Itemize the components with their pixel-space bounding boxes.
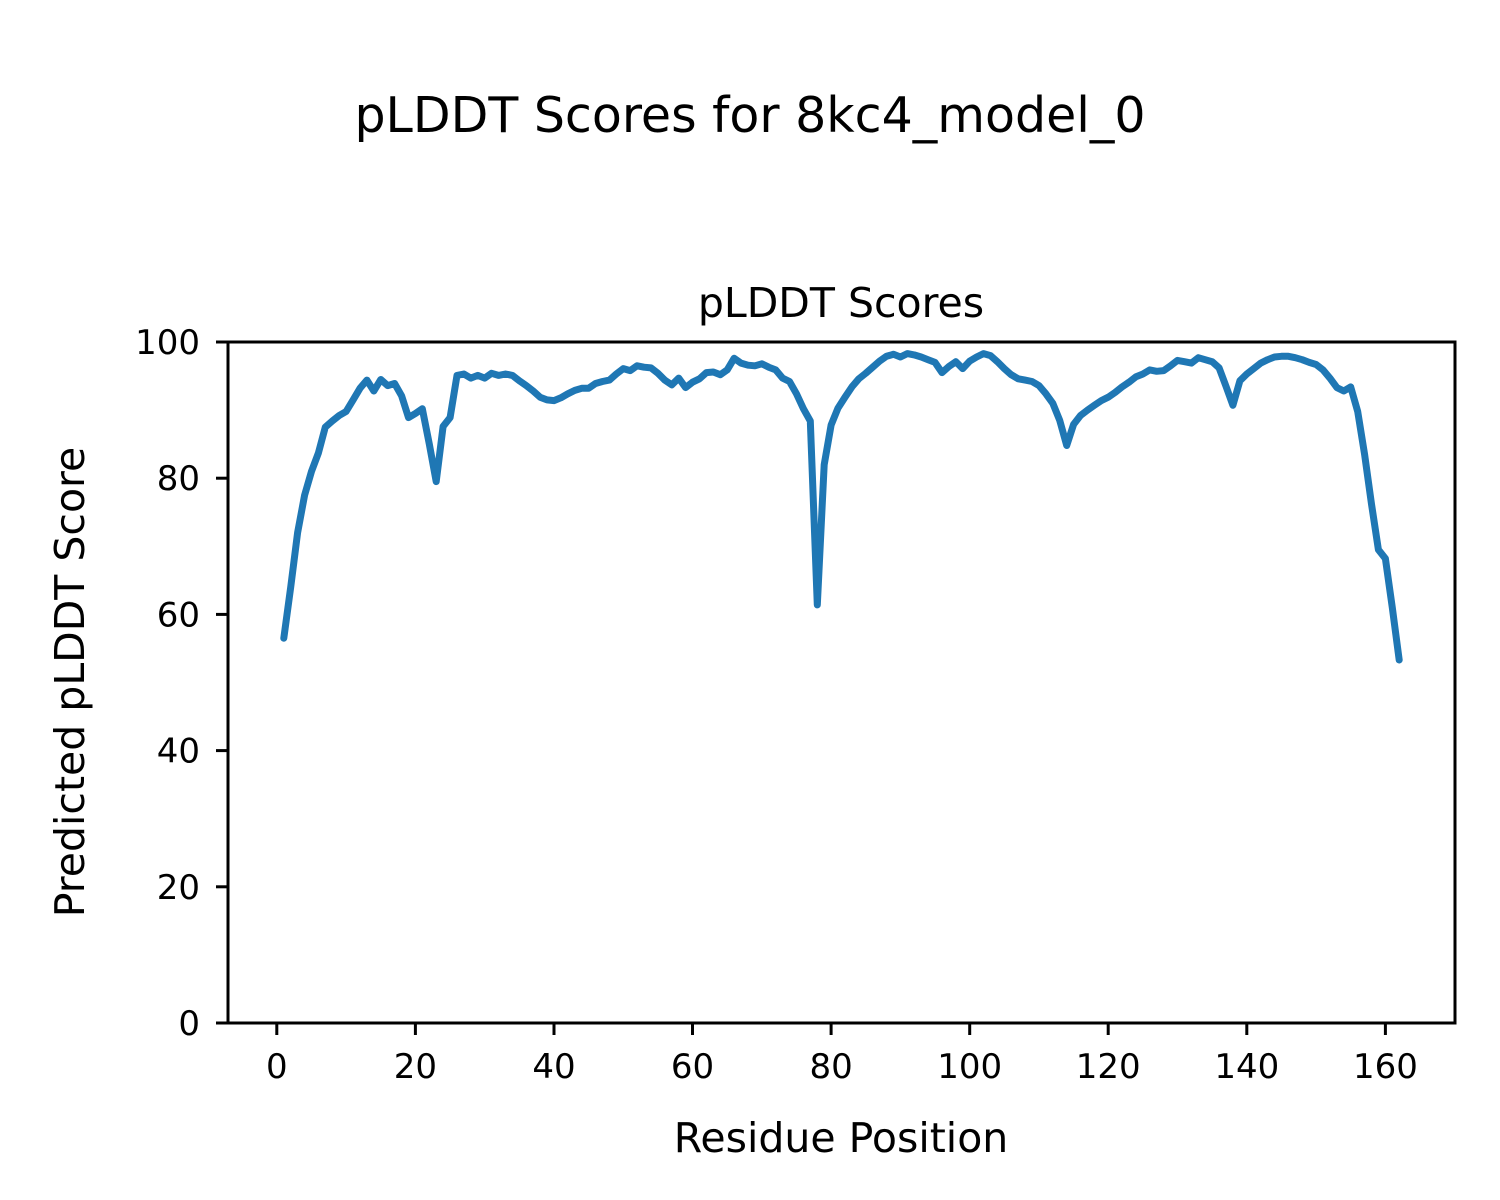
y-tick-label: 80 (157, 459, 200, 499)
axes-frame (226, 340, 1457, 1025)
figure-title: pLDDT Scores for 8kc4_model_0 (354, 87, 1145, 144)
x-axis-label: Residue Position (674, 1114, 1009, 1162)
y-tick-label: 0 (178, 1004, 200, 1044)
y-tick-label: 20 (157, 868, 200, 908)
x-tick-label: 60 (671, 1047, 714, 1087)
x-tick-label: 0 (266, 1047, 288, 1087)
x-tick-label: 40 (532, 1047, 575, 1087)
x-tick-label: 100 (937, 1047, 1002, 1087)
x-tick-label: 80 (809, 1047, 852, 1087)
y-axis-ticks: 0 20 40 60 80 100 (135, 323, 228, 1044)
y-tick-label: 60 (157, 595, 200, 635)
x-tick-label: 20 (394, 1047, 437, 1087)
x-tick-label: 120 (1076, 1047, 1141, 1087)
plddt-series-line (280, 350, 1403, 664)
y-tick-label: 40 (157, 732, 200, 772)
y-axis-label: Predicted pLDDT Score (46, 447, 94, 917)
x-axis-ticks: 0 20 40 60 80 100 120 140 160 (266, 1023, 1418, 1087)
y-tick-label: 100 (135, 323, 200, 363)
x-tick-label: 160 (1353, 1047, 1418, 1087)
axes-title: pLDDT Scores (698, 279, 984, 327)
x-tick-label: 140 (1214, 1047, 1279, 1087)
